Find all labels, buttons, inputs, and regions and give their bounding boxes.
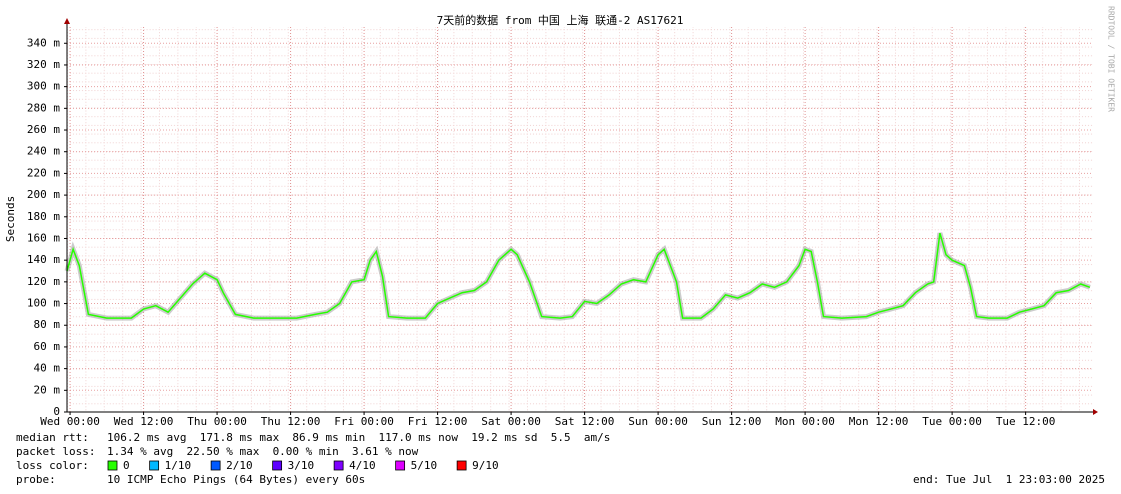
stat-label: median rtt:: [16, 431, 89, 444]
x-tick-label: Sun 00:00: [628, 415, 688, 428]
grid-layer: 0 20 m 40 m 60 m 80 m 100 m 120 m 140 m 160 m 180…: [27, 27, 1093, 428]
y-tick-label: 120 m: [27, 275, 60, 288]
y-tick-label: 280 m: [27, 101, 60, 114]
y-tick-label: 340 m: [27, 36, 60, 49]
legend-swatch: [210, 460, 221, 471]
side-text: RRDTOOL / TOBI OETIKER: [1107, 6, 1116, 112]
axes: [66, 22, 1095, 413]
x-tick-label: Sat 00:00: [481, 415, 541, 428]
end-time: end: Tue Jul 1 23:03:00 2025: [913, 473, 1105, 486]
x-tick-label: Tue 12:00: [996, 415, 1056, 428]
x-tick-label: Mon 00:00: [775, 415, 835, 428]
y-tick-label: 200 m: [27, 188, 60, 201]
probe-label: probe:: [16, 473, 56, 486]
y-tick-label: 160 m: [27, 231, 60, 244]
chart-title: 7天前的数据 from 中国 上海 联通-2 AS17621: [437, 13, 684, 27]
legend-entry: 9/10: [472, 459, 499, 472]
y-tick-label: 180 m: [27, 210, 60, 223]
legend-swatch: [149, 460, 160, 471]
footer: median rtt: 106.2 ms avg 171.8 ms max 86.…: [16, 431, 1105, 486]
legend-entry: 5/10: [411, 459, 438, 472]
x-tick-label: Wed 00:00: [40, 415, 100, 428]
y-tick-label: 100 m: [27, 297, 60, 310]
stat-text: 106.2 ms avg 171.8 ms max 86.9 ms min 11…: [107, 431, 610, 444]
legend-entry: 3/10: [288, 459, 315, 472]
y-tick-label: 140 m: [27, 253, 60, 266]
x-tick-label: Fri 12:00: [408, 415, 468, 428]
x-tick-label: Sat 12:00: [555, 415, 615, 428]
y-tick-label: 20 m: [34, 383, 61, 396]
y-tick-label: 320 m: [27, 58, 60, 71]
rtt-line: [66, 232, 1091, 319]
y-tick-label: 300 m: [27, 80, 60, 93]
y-tick-label: 60 m: [34, 340, 61, 353]
legend-swatch: [107, 460, 118, 471]
x-tick-label: Fri 00:00: [334, 415, 394, 428]
y-tick-label: 0: [53, 405, 60, 418]
y-axis-label: Seconds: [4, 196, 17, 242]
x-tick-label: Sun 12:00: [702, 415, 762, 428]
probe-text: 10 ICMP Echo Pings (64 Bytes) every 60s: [107, 473, 365, 486]
y-tick-label: 220 m: [27, 166, 60, 179]
x-tick-label: Mon 12:00: [849, 415, 909, 428]
y-tick-label: 40 m: [34, 362, 61, 375]
plot-layer: [64, 232, 1091, 321]
stat-text: 1.34 % avg 22.50 % max 0.00 % min 3.61 %…: [107, 445, 419, 458]
y-tick-label: 260 m: [27, 123, 60, 136]
legend-swatch: [333, 460, 344, 471]
legend-entry: 4/10: [349, 459, 376, 472]
legend-swatch: [272, 460, 283, 471]
x-tick-label: Tue 00:00: [922, 415, 982, 428]
legend-entry: 0: [123, 459, 130, 472]
x-tick-label: Wed 12:00: [114, 415, 174, 428]
legend-entry: 2/10: [226, 459, 253, 472]
legend-label: loss color:: [16, 459, 89, 472]
y-tick-label: 80 m: [34, 318, 61, 331]
legend-swatch: [456, 460, 467, 471]
x-tick-label: Thu 12:00: [261, 415, 321, 428]
legend-entry: 1/10: [165, 459, 192, 472]
stat-label: packet loss:: [16, 445, 95, 458]
minor-grid: [67, 27, 1093, 412]
x-tick-label: Thu 00:00: [187, 415, 247, 428]
y-tick-label: 240 m: [27, 145, 60, 158]
legend-swatch: [395, 460, 406, 471]
